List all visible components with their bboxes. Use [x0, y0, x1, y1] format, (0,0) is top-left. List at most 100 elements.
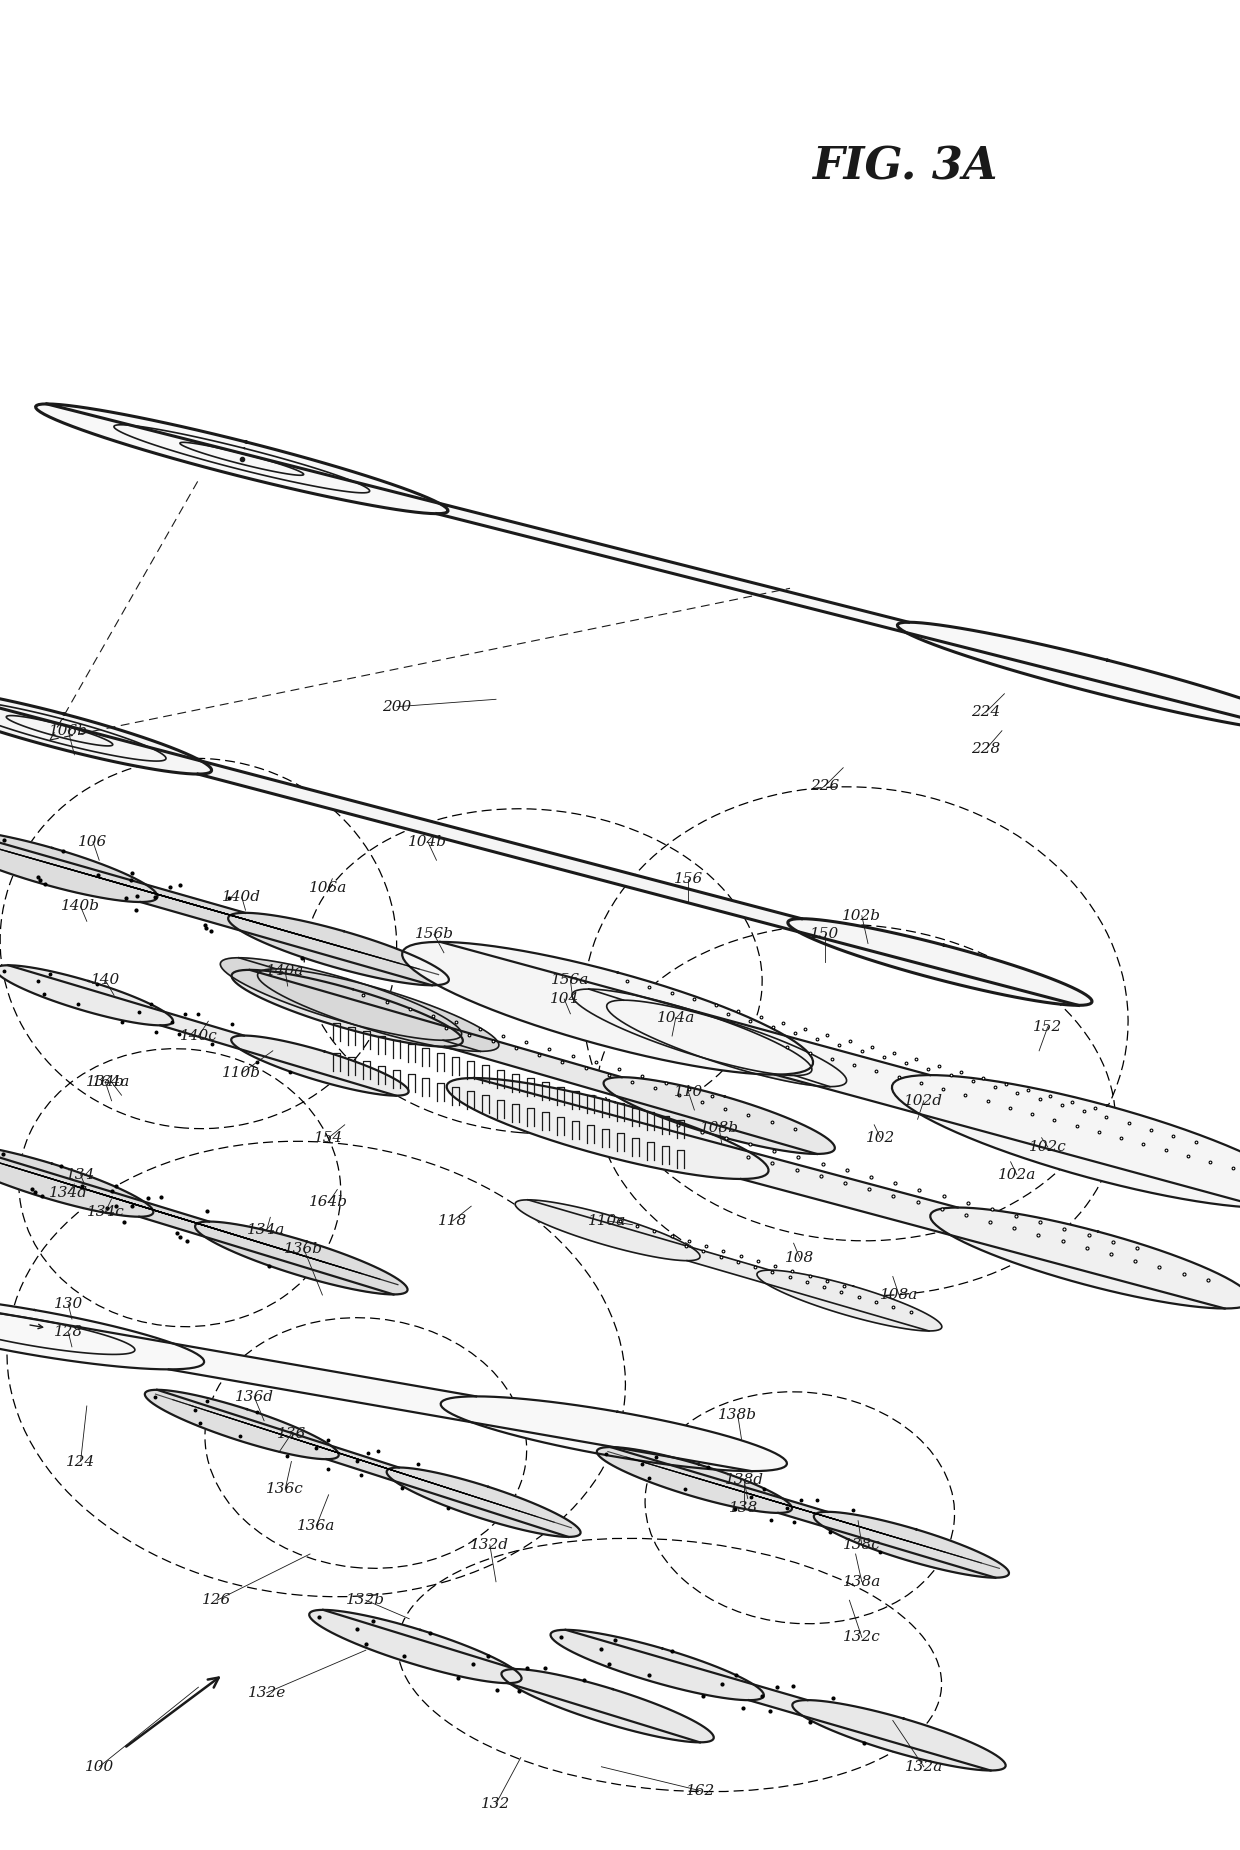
- Polygon shape: [0, 688, 212, 773]
- Text: 106: 106: [78, 834, 108, 849]
- Polygon shape: [221, 958, 480, 1051]
- Text: 138d: 138d: [724, 1473, 764, 1487]
- Polygon shape: [551, 1630, 764, 1700]
- Text: 136a: 136a: [298, 1519, 335, 1534]
- Polygon shape: [0, 1143, 154, 1217]
- Polygon shape: [0, 829, 157, 903]
- Text: 130: 130: [53, 1297, 83, 1312]
- Polygon shape: [221, 958, 461, 1040]
- Text: 164a: 164a: [93, 1075, 130, 1090]
- Polygon shape: [0, 1143, 393, 1295]
- Text: 104a: 104a: [657, 1010, 694, 1025]
- Text: 150: 150: [810, 927, 839, 942]
- Text: 136b: 136b: [284, 1241, 324, 1256]
- Text: 132b: 132b: [346, 1593, 386, 1608]
- Text: 108a: 108a: [880, 1288, 918, 1302]
- Polygon shape: [440, 1397, 787, 1471]
- Text: 136c: 136c: [267, 1482, 304, 1497]
- Text: 108b: 108b: [699, 1121, 739, 1136]
- Polygon shape: [36, 403, 1240, 733]
- Polygon shape: [606, 1001, 847, 1086]
- Text: 132c: 132c: [843, 1630, 880, 1645]
- Text: 102: 102: [866, 1130, 895, 1145]
- Polygon shape: [604, 1077, 835, 1154]
- Text: 132e: 132e: [248, 1685, 285, 1700]
- Polygon shape: [387, 1467, 580, 1537]
- Polygon shape: [402, 942, 813, 1075]
- Polygon shape: [309, 1610, 699, 1743]
- Polygon shape: [258, 969, 498, 1051]
- Polygon shape: [232, 969, 463, 1047]
- Polygon shape: [515, 1201, 929, 1330]
- Text: 132d: 132d: [470, 1537, 510, 1552]
- Polygon shape: [787, 919, 1092, 1005]
- Text: 106a: 106a: [310, 881, 347, 895]
- Polygon shape: [195, 1221, 408, 1295]
- Text: 138: 138: [729, 1500, 759, 1515]
- Text: 132a: 132a: [905, 1759, 942, 1774]
- Polygon shape: [596, 1447, 996, 1578]
- Polygon shape: [930, 1208, 1240, 1308]
- Text: 134a: 134a: [248, 1223, 285, 1238]
- Text: 102d: 102d: [904, 1093, 944, 1108]
- Text: 200: 200: [382, 699, 412, 714]
- Text: 152: 152: [1033, 1019, 1063, 1034]
- Text: 132: 132: [481, 1796, 511, 1811]
- Text: 108: 108: [785, 1251, 815, 1265]
- Text: 138c: 138c: [843, 1537, 880, 1552]
- Polygon shape: [572, 990, 830, 1086]
- Polygon shape: [36, 403, 448, 514]
- Text: 104b: 104b: [408, 834, 448, 849]
- Text: 102b: 102b: [842, 908, 882, 923]
- Text: 224: 224: [971, 705, 1001, 720]
- Polygon shape: [309, 1610, 522, 1684]
- Polygon shape: [402, 942, 1240, 1208]
- Polygon shape: [501, 1669, 714, 1743]
- Text: 128: 128: [53, 1325, 83, 1339]
- Polygon shape: [756, 1271, 942, 1330]
- Text: 140d: 140d: [222, 890, 262, 905]
- Polygon shape: [572, 990, 812, 1075]
- Polygon shape: [515, 1201, 701, 1260]
- Polygon shape: [596, 1447, 792, 1513]
- Text: 140b: 140b: [61, 899, 100, 914]
- Text: 102c: 102c: [1029, 1140, 1066, 1154]
- Text: 134c: 134c: [87, 1204, 124, 1219]
- Polygon shape: [0, 1295, 205, 1369]
- Text: 102a: 102a: [998, 1167, 1035, 1182]
- Text: 138b: 138b: [718, 1408, 758, 1423]
- Text: 110a: 110a: [589, 1214, 626, 1228]
- Text: 134b: 134b: [86, 1075, 125, 1090]
- Text: 156a: 156a: [552, 973, 589, 988]
- Polygon shape: [813, 1511, 1009, 1578]
- Text: 126: 126: [202, 1593, 232, 1608]
- Text: 226: 226: [810, 779, 839, 794]
- Text: 156: 156: [673, 871, 703, 886]
- Polygon shape: [145, 1389, 339, 1460]
- Text: 138a: 138a: [843, 1574, 880, 1589]
- Polygon shape: [446, 1079, 1225, 1308]
- Polygon shape: [551, 1630, 991, 1770]
- Text: 228: 228: [971, 742, 1001, 757]
- Polygon shape: [145, 1389, 568, 1537]
- Text: 134d: 134d: [48, 1186, 88, 1201]
- Polygon shape: [0, 1295, 751, 1471]
- Text: 140c: 140c: [180, 1029, 217, 1043]
- Polygon shape: [792, 1700, 1006, 1770]
- Text: 140a: 140a: [267, 964, 304, 979]
- Polygon shape: [232, 969, 817, 1154]
- Polygon shape: [231, 1036, 409, 1095]
- Text: 162: 162: [686, 1783, 715, 1798]
- Text: 100: 100: [84, 1759, 114, 1774]
- Text: 124: 124: [66, 1454, 95, 1469]
- Polygon shape: [898, 622, 1240, 733]
- Polygon shape: [0, 688, 1079, 1005]
- Polygon shape: [228, 912, 449, 986]
- Text: 134: 134: [66, 1167, 95, 1182]
- Text: 110b: 110b: [222, 1066, 262, 1080]
- Polygon shape: [446, 1079, 769, 1178]
- Text: 118: 118: [438, 1214, 467, 1228]
- Text: FIG. 3A: FIG. 3A: [812, 144, 998, 189]
- Polygon shape: [0, 966, 174, 1025]
- Text: 154: 154: [314, 1130, 343, 1145]
